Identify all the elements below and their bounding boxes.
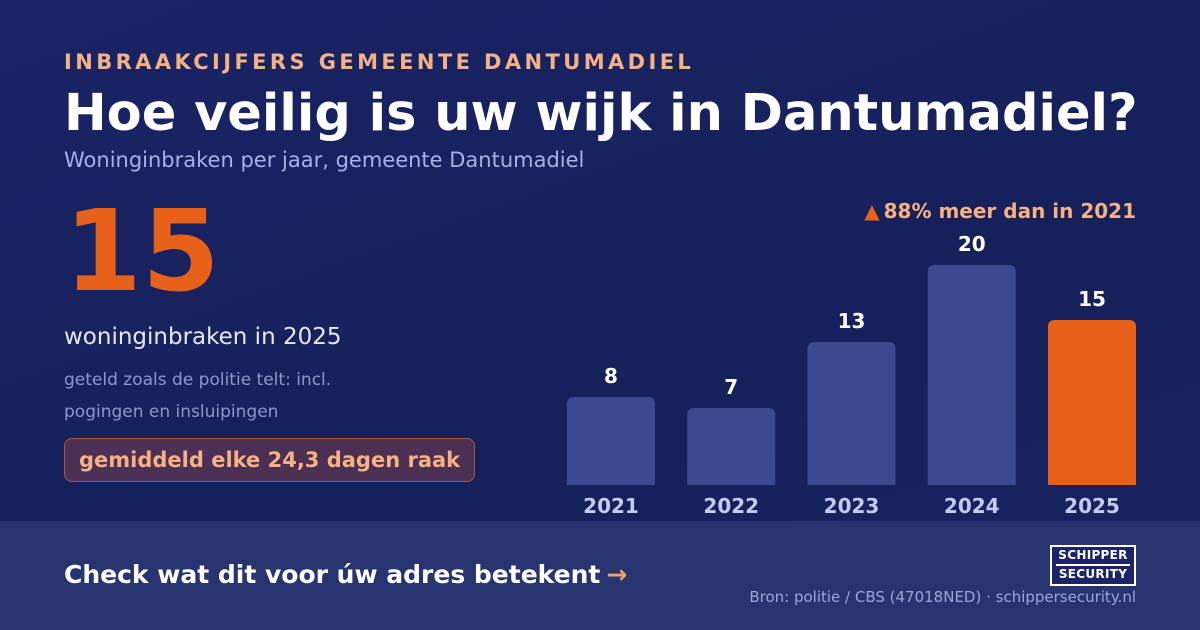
stat-note: geteld zoals de politie telt: incl. pogi… — [64, 370, 332, 422]
brand-logo: SCHIPPER SECURITY — [1050, 545, 1136, 586]
bar-value-label: 7 — [724, 375, 738, 399]
bar-2023 — [807, 342, 896, 485]
page-subtitle: Woninginbraken per jaar, gemeente Dantum… — [64, 148, 585, 172]
eyebrow: INBRAAKCIJFERS GEMEENTE DANTUMADIEL — [64, 50, 695, 74]
cta-link[interactable]: Check wat dit voor úw adres betekent → — [64, 560, 627, 589]
bar-value-label: 8 — [604, 364, 618, 388]
x-tick-label: 2021 — [583, 494, 639, 518]
x-tick-label: 2023 — [824, 494, 880, 518]
stat-label: woninginbraken in 2025 — [64, 324, 342, 350]
bar-value-label: 15 — [1078, 287, 1106, 311]
bar-2025 — [1048, 320, 1136, 485]
cta-text: Check wat dit voor úw adres betekent — [64, 560, 601, 589]
footer-bar: Check wat dit voor úw adres betekent → SC… — [0, 521, 1200, 630]
page-title: Hoe veilig is uw wijk in Dantumadiel? — [64, 84, 1138, 143]
bar-value-label: 20 — [958, 232, 986, 256]
x-tick-label: 2025 — [1064, 494, 1120, 518]
x-tick-label: 2022 — [703, 494, 759, 518]
arrow-up-icon: ▲ — [864, 199, 880, 223]
change-indicator: ▲ 88% meer dan in 2021 — [864, 199, 1136, 223]
logo-line-1: SCHIPPER — [1058, 548, 1128, 562]
bar-value-label: 13 — [838, 309, 866, 333]
x-tick-label: 2024 — [944, 494, 1000, 518]
stat-value: 15 — [64, 187, 220, 317]
bar-chart: 8 2021 7 2022 13 2023 20 2024 15 2025 — [567, 232, 1136, 518]
bar-2024 — [927, 265, 1016, 485]
arrow-right-icon: → — [606, 560, 628, 589]
bar-2021 — [567, 397, 655, 485]
bar-2022 — [687, 408, 776, 485]
source-note: Bron: politie / CBS (47018NED) · schippe… — [749, 588, 1136, 606]
frequency-badge: gemiddeld elke 24,3 dagen raak — [64, 438, 476, 482]
logo-line-2: SECURITY — [1058, 566, 1128, 581]
logo-divider — [1056, 564, 1130, 566]
change-text: 88% meer dan in 2021 — [883, 199, 1136, 223]
